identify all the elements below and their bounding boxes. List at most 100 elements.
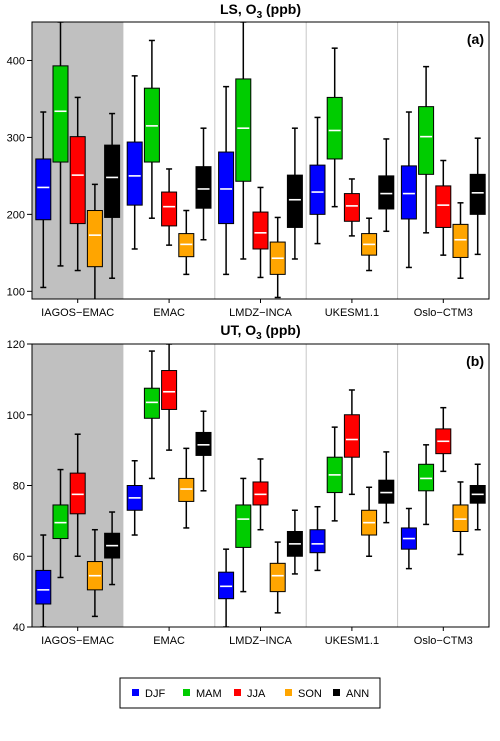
- x-tick-label: UKESM1.1: [325, 307, 379, 319]
- box-ann: [195, 410, 212, 492]
- box-djf: [35, 534, 52, 627]
- chart-title: UT, O3 (ppb): [220, 322, 300, 342]
- box-body: [161, 191, 178, 227]
- y-tick-label: 300: [7, 132, 25, 144]
- x-tick-label: UKESM1.1: [325, 635, 379, 647]
- box-mam: [235, 22, 252, 260]
- legend-label: SON: [298, 688, 322, 700]
- panel-label: (b): [466, 353, 484, 369]
- box-jja: [343, 178, 360, 237]
- x-tick-label: LMDZ−INCA: [229, 307, 292, 319]
- box-body: [452, 504, 469, 532]
- x-tick-label: Oslo−CTM3: [414, 635, 473, 647]
- box-body: [218, 571, 235, 600]
- box-body: [452, 223, 469, 258]
- box-body: [69, 136, 86, 225]
- box-body: [235, 504, 252, 548]
- box-mam: [52, 22, 69, 267]
- box-son: [452, 481, 469, 556]
- box-ann: [469, 463, 486, 531]
- box-body: [218, 151, 235, 225]
- box-jja: [252, 186, 269, 279]
- box-mam: [52, 468, 69, 579]
- x-tick-label: Oslo−CTM3: [414, 307, 473, 319]
- box-ann: [286, 509, 303, 575]
- box-djf: [400, 111, 417, 269]
- panel-a: 100 200 300 400 IAGOS−EMAC EMAC LMDZ−INCA UKESM…: [7, 1, 490, 319]
- box-jja: [343, 389, 360, 496]
- box-body: [52, 504, 69, 540]
- box-son: [269, 216, 286, 299]
- x-tick-label: EMAC: [153, 307, 185, 319]
- box-son: [452, 202, 469, 279]
- box-body: [343, 193, 360, 222]
- legend-swatch: [132, 689, 139, 696]
- box-body: [418, 463, 435, 492]
- legend-item-jja: JJA: [234, 688, 266, 700]
- box-mam: [235, 477, 252, 593]
- y-tick-label: 80: [13, 481, 25, 493]
- box-ann: [469, 137, 486, 256]
- box-son: [86, 183, 103, 299]
- box-son: [86, 528, 103, 618]
- box-body: [252, 481, 269, 506]
- boxes-group: [35, 22, 486, 299]
- chart-title-unit: (ppb): [262, 1, 301, 17]
- box-mam: [326, 426, 343, 522]
- legend-swatch: [234, 689, 241, 696]
- box-mam: [326, 47, 343, 208]
- box-body: [35, 158, 52, 221]
- panel-b: 40 60 80 100 120 IAGOS−EMAC EMAC LMDZ−INCA UKESM…: [7, 322, 490, 647]
- y-tick-label: 100: [7, 286, 25, 298]
- box-djf: [35, 111, 52, 289]
- chart-title-subscript: 3: [257, 10, 263, 21]
- y-tick-label: 60: [13, 551, 25, 563]
- chart-title-unit: (ppb): [262, 322, 301, 338]
- box-jja: [69, 433, 86, 557]
- box-son: [361, 217, 378, 272]
- boxes-group: [35, 344, 486, 627]
- box-body: [378, 479, 395, 504]
- x-tick-label: IAGOS−EMAC: [41, 635, 114, 647]
- box-body: [235, 78, 252, 182]
- y-tick-label: 120: [7, 339, 25, 351]
- box-body: [418, 106, 435, 175]
- box-jja: [435, 406, 452, 473]
- box-body: [326, 96, 343, 160]
- box-body: [309, 164, 326, 215]
- box-ann: [286, 127, 303, 260]
- box-body: [343, 414, 360, 458]
- box-mam: [143, 350, 160, 480]
- box-djf: [126, 75, 143, 250]
- chart-title-main: LS, O: [220, 1, 257, 17]
- box-ann: [104, 112, 121, 279]
- box-body: [252, 211, 269, 250]
- legend-swatch: [183, 689, 190, 696]
- box-son: [361, 486, 378, 557]
- box-body: [52, 65, 69, 163]
- y-tick-label: 200: [7, 209, 25, 221]
- box-body: [35, 569, 52, 605]
- box-son: [178, 447, 195, 529]
- box-ann: [378, 138, 395, 233]
- box-body: [126, 141, 143, 206]
- box-body: [378, 175, 395, 210]
- box-body: [469, 173, 486, 215]
- chart-title-subscript: 3: [256, 331, 262, 342]
- box-ann: [378, 451, 395, 524]
- chart-title-main: UT, O: [220, 322, 256, 338]
- box-ann: [104, 511, 121, 586]
- legend-swatch: [333, 689, 340, 696]
- legend-label: MAM: [196, 688, 222, 700]
- legend-item-mam: MAM: [183, 688, 222, 700]
- box-mam: [418, 444, 435, 526]
- box-body: [435, 185, 452, 228]
- box-body: [86, 210, 103, 268]
- box-mam: [418, 65, 435, 234]
- box-son: [178, 209, 195, 276]
- box-body: [195, 166, 212, 209]
- box-son: [269, 541, 286, 614]
- box-body: [195, 431, 212, 456]
- box-djf: [309, 116, 326, 245]
- y-tick-label: 40: [13, 622, 25, 634]
